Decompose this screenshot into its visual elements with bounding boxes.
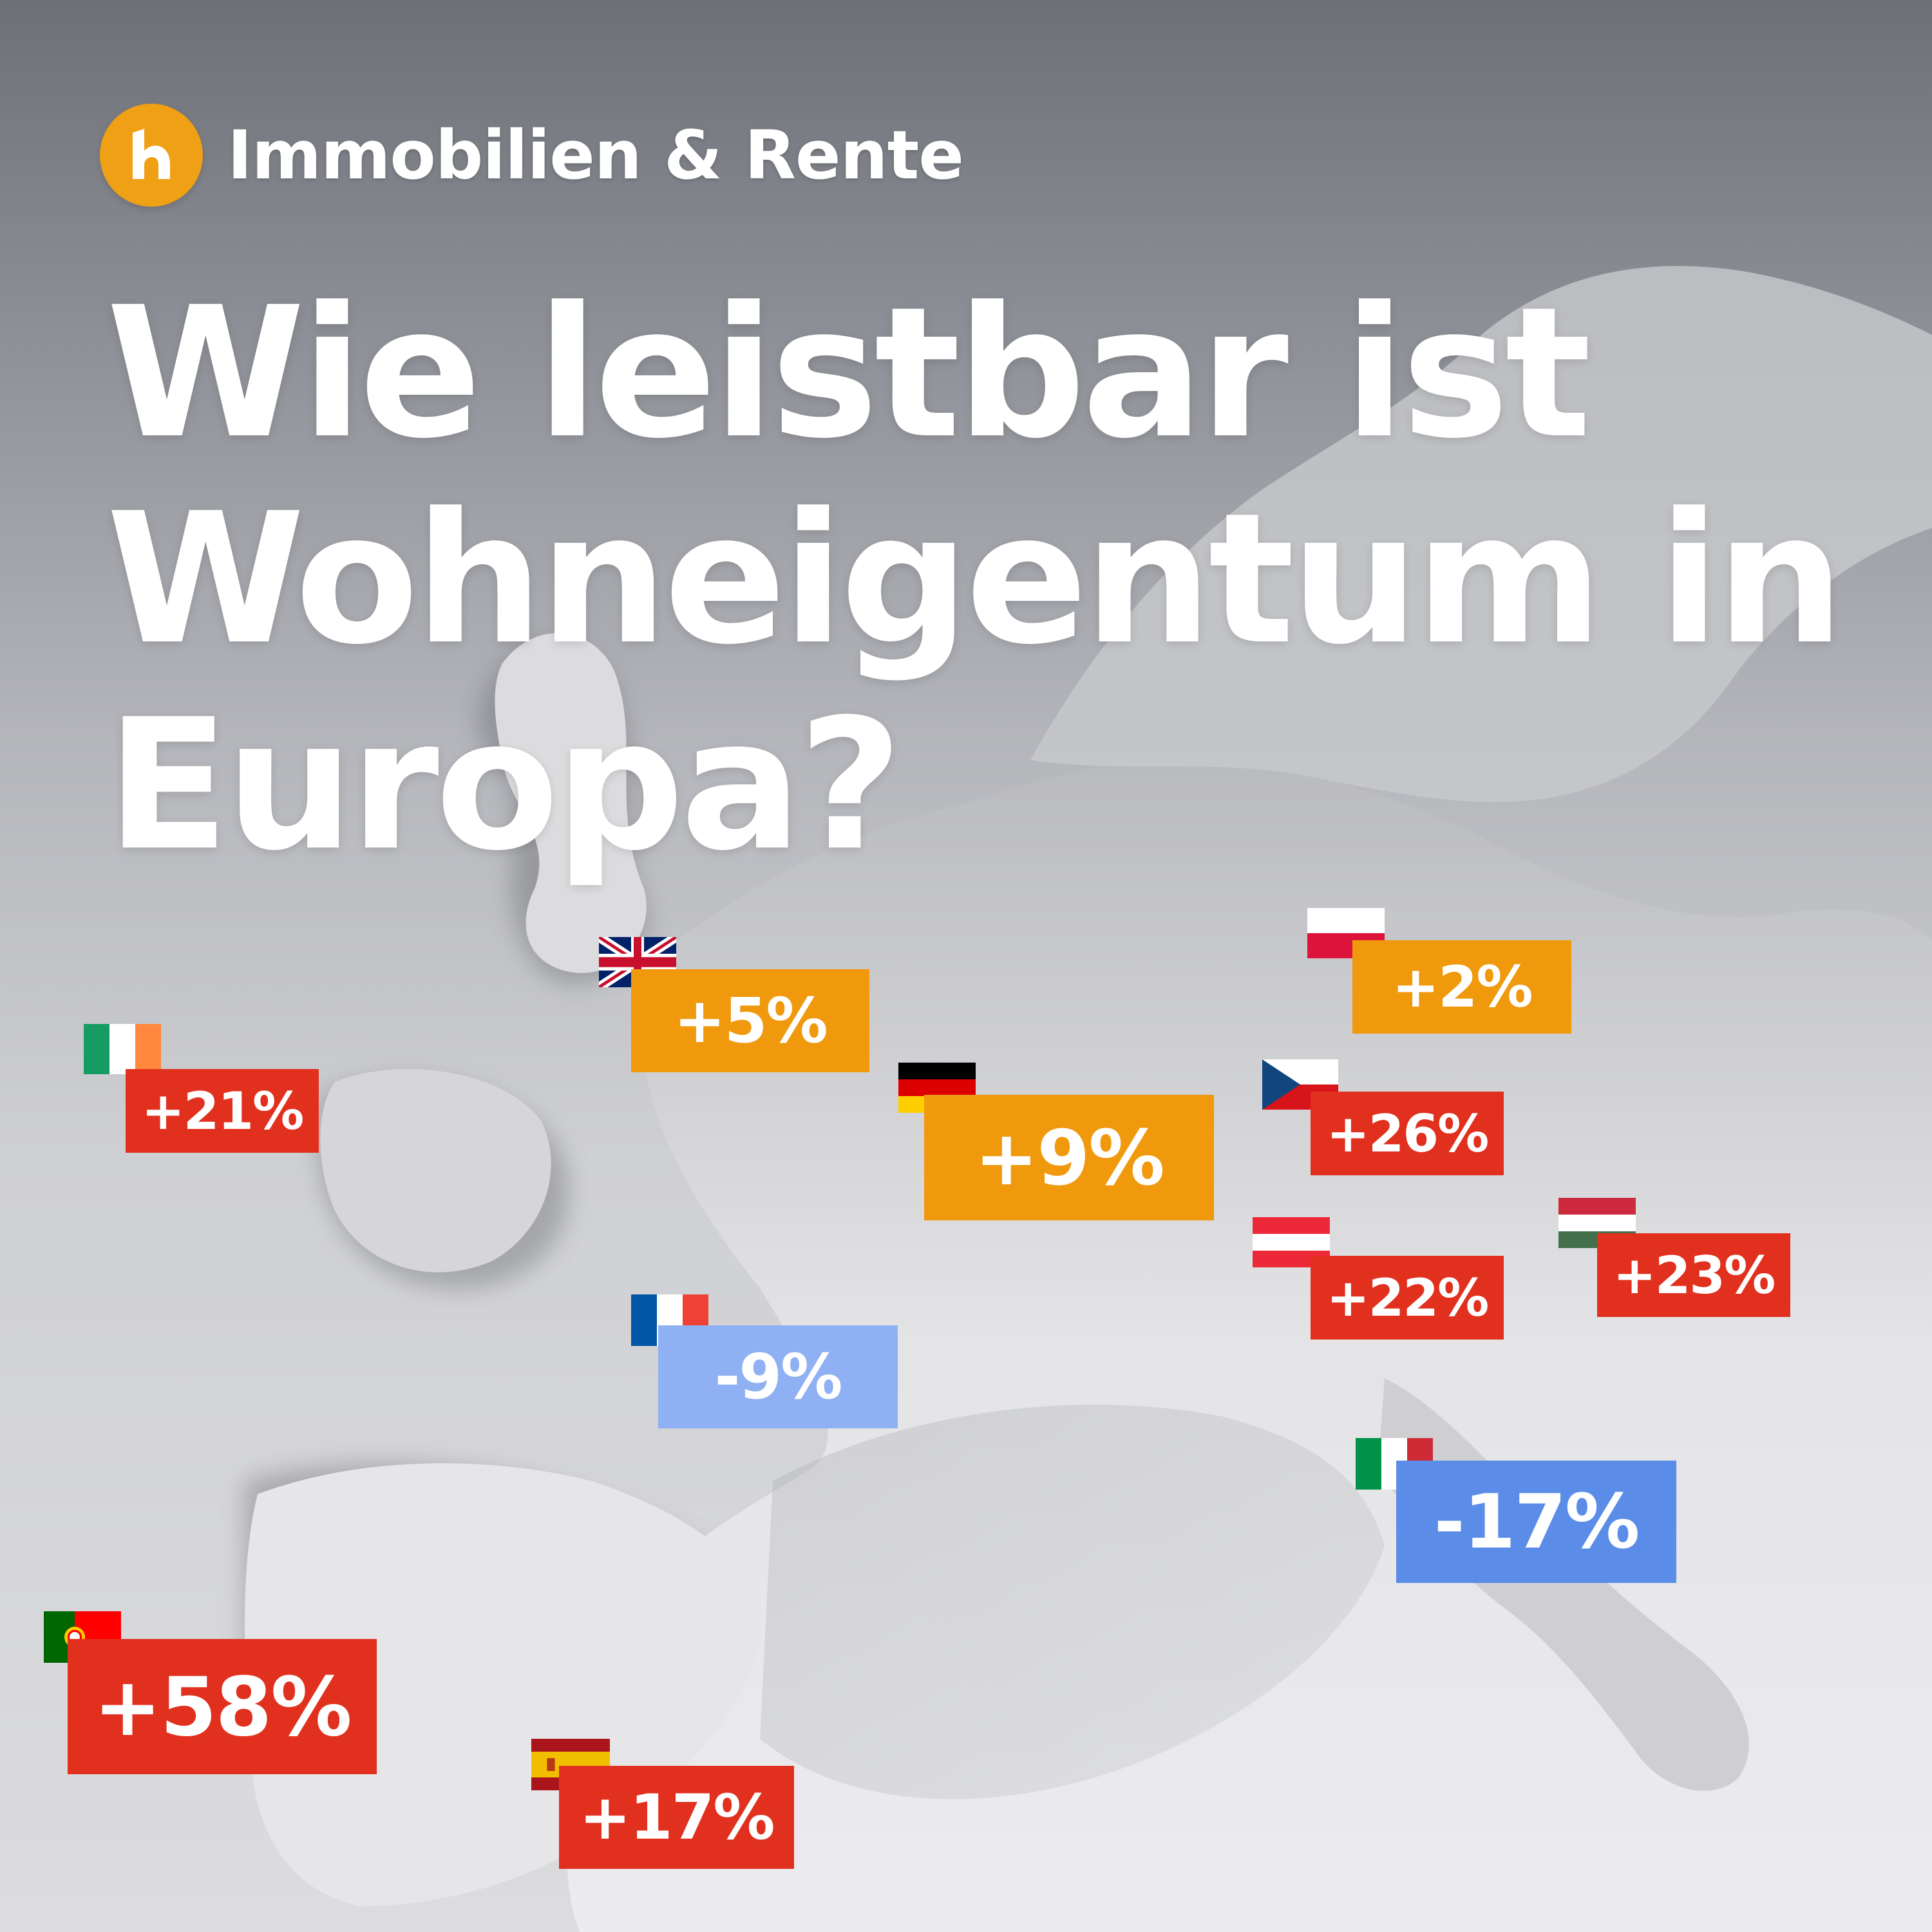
brand-name: Immobilien & Rente: [227, 115, 964, 194]
brand-header: Immobilien & Rente: [100, 102, 964, 208]
house-logo-icon: [133, 128, 170, 179]
value-austria: +22%: [1326, 1267, 1490, 1328]
value-badge-spain: +17%: [559, 1766, 794, 1869]
value-spain: +17%: [579, 1781, 775, 1853]
value-badge-poland: +2%: [1352, 940, 1571, 1034]
value-badge-united-kingdom: +5%: [631, 969, 869, 1072]
value-badge-ireland: +21%: [126, 1069, 319, 1153]
value-czech-republic: +26%: [1326, 1103, 1490, 1164]
title-line-2: Wohneigentum in: [106, 475, 1844, 685]
value-united-kingdom: +5%: [674, 985, 828, 1057]
value-badge-czech-republic: +26%: [1311, 1092, 1504, 1175]
page-title: Wie leistbar ist Wohneigentum in Europa?: [106, 270, 1909, 889]
value-poland: +2%: [1392, 954, 1533, 1020]
value-italy: -17%: [1434, 1478, 1640, 1566]
value-ireland: +21%: [141, 1081, 305, 1141]
value-badge-portugal: +58%: [68, 1639, 377, 1774]
value-badge-france: -9%: [658, 1325, 898, 1428]
value-portugal: +58%: [93, 1659, 352, 1754]
value-badge-italy: -17%: [1396, 1461, 1676, 1583]
value-france: -9%: [714, 1341, 843, 1413]
value-hungary: +23%: [1613, 1245, 1776, 1305]
value-germany: +9%: [974, 1113, 1164, 1202]
title-line-3: Europa?: [106, 681, 903, 891]
ireland-flag: [84, 1024, 161, 1074]
value-badge-austria: +22%: [1311, 1256, 1504, 1340]
value-badge-hungary: +23%: [1597, 1233, 1790, 1317]
title-line-1: Wie leistbar ist: [106, 269, 1591, 478]
value-badge-germany: +9%: [924, 1095, 1214, 1220]
brand-logo: [100, 103, 203, 207]
